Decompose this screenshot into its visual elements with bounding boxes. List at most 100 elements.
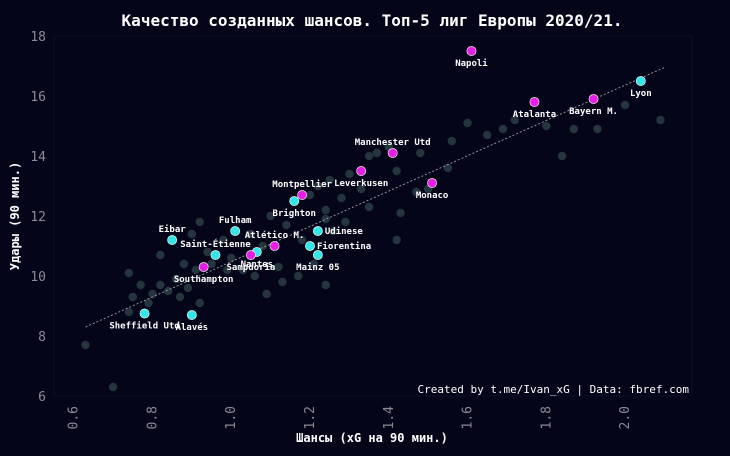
point-label: Southampton [174, 275, 234, 285]
y-tick-label: 10 [30, 270, 46, 285]
data-point [321, 214, 330, 224]
data-point [195, 217, 204, 227]
point-label: Montpellier [272, 179, 332, 190]
data-point [124, 307, 134, 317]
highlighted-point [312, 250, 323, 260]
data-point [557, 151, 567, 161]
data-point [447, 136, 456, 146]
data-point [187, 229, 197, 239]
y-tick-label: 14 [30, 150, 46, 165]
highlighted-point [139, 308, 150, 319]
point-label: Alavés [176, 322, 209, 333]
data-point [412, 187, 421, 197]
highlighted-point [356, 166, 367, 176]
point-label: Eibar [159, 224, 187, 235]
point-label: Udinese [325, 226, 364, 237]
data-point [325, 175, 334, 185]
data-point [278, 277, 287, 287]
data-point [356, 184, 366, 194]
data-point [191, 265, 200, 275]
data-point [124, 268, 134, 278]
data-point [148, 289, 157, 299]
point-label: Monaco [416, 191, 449, 201]
highlighted-point [198, 262, 209, 272]
data-point [443, 163, 453, 173]
highlighted-point [210, 250, 221, 260]
point-label: Manchester Utd [355, 138, 431, 148]
y-axis-label: Удары (90 мин.) [8, 162, 22, 270]
data-point [392, 235, 401, 245]
highlighted-point [529, 97, 540, 107]
data-point [297, 235, 307, 245]
x-axis-label: Шансы (xG на 90 мин.) [296, 431, 448, 445]
data-point [321, 280, 330, 290]
data-point [262, 289, 271, 299]
y-tick-label: 18 [30, 30, 46, 45]
data-point [364, 151, 374, 161]
highlighted-point [466, 46, 477, 56]
data-point [305, 190, 315, 200]
point-label: Napoli [455, 58, 488, 69]
data-point [463, 118, 472, 128]
highlighted-point [246, 250, 256, 260]
y-tick-label: 6 [38, 390, 46, 405]
data-point [341, 217, 350, 227]
data-point [542, 121, 551, 131]
highlighted-point [297, 190, 308, 200]
highlighted-point [427, 178, 437, 188]
point-label: Leverkusen [334, 179, 388, 189]
data-point [266, 211, 275, 221]
highlighted-point [305, 241, 315, 251]
highlighted-point [186, 310, 197, 320]
y-axis-ticks: 6 8 10 12 14 16 18 [30, 30, 46, 405]
y-tick-label: 16 [30, 90, 46, 105]
data-point [183, 283, 193, 293]
data-point [620, 100, 630, 110]
highlighted-point [312, 226, 323, 236]
highlighted-point [387, 148, 398, 158]
data-point [179, 259, 189, 269]
point-label: Sheffield Utd [109, 321, 179, 332]
data-point [313, 181, 323, 191]
data-point [510, 115, 519, 125]
data-point [337, 193, 346, 203]
data-point [238, 265, 248, 275]
data-point [207, 259, 216, 269]
data-point [203, 247, 212, 257]
point-label: Brighton [273, 208, 316, 219]
point-label: Bayern M. [569, 107, 618, 117]
data-point [593, 124, 602, 134]
point-label: Fulham [219, 216, 252, 226]
data-point [164, 286, 173, 296]
data-point [108, 382, 118, 392]
data-point [227, 253, 236, 263]
data-point [246, 229, 256, 239]
data-point [372, 148, 382, 158]
highlighted-point [230, 226, 241, 236]
data-point [656, 115, 665, 125]
data-point [195, 298, 204, 308]
highlighted-point [588, 94, 599, 104]
x-tick-label: 2.0 [618, 406, 633, 429]
x-tick-label: 1.4 [382, 406, 397, 430]
point-label: Saint-Étienne [180, 238, 251, 250]
point-label: Nantes [241, 260, 274, 270]
data-point [136, 280, 145, 290]
x-tick-label: 0.8 [145, 406, 160, 429]
data-point [498, 124, 508, 134]
data-point [345, 169, 354, 179]
data-point [250, 271, 260, 281]
x-tick-label: 0.6 [67, 406, 82, 429]
point-label: Fiorentina [317, 241, 371, 252]
highlighted-point [167, 235, 178, 245]
data-point [392, 166, 401, 176]
data-point [569, 124, 579, 134]
x-axis-ticks: 0.6 0.8 1.0 1.2 1.4 1.6 1.8 2.0 [67, 406, 633, 430]
data-point [309, 259, 319, 269]
data-point [144, 298, 153, 308]
point-label: Lyon [630, 89, 652, 99]
point-label: Mainz 05 [296, 262, 339, 273]
credit-text: Created by t.me/Ivan_xG | Data: fbref.co… [417, 383, 689, 396]
data-point [175, 292, 185, 302]
